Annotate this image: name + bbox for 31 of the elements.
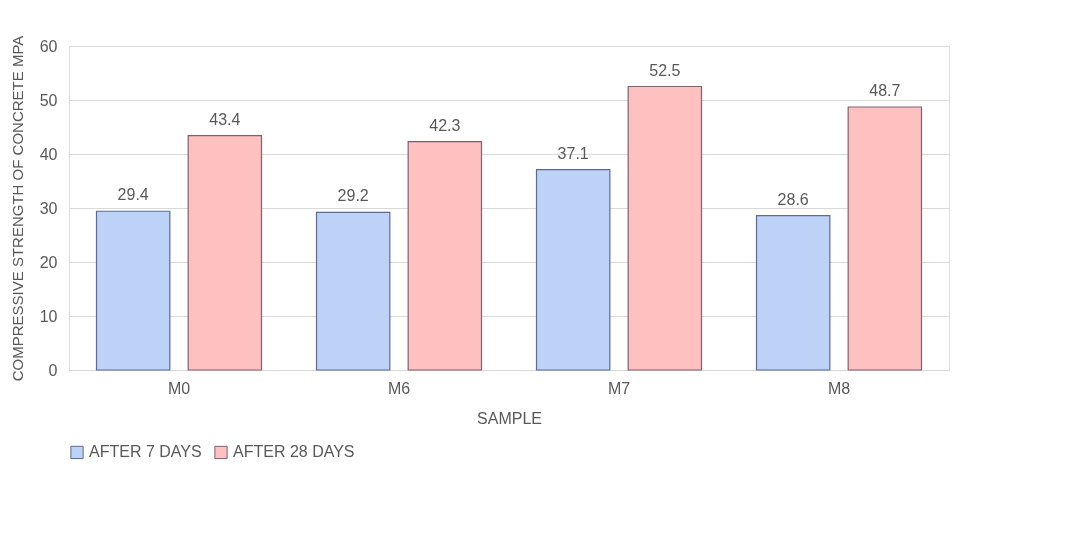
y-tick-label: 0	[48, 361, 58, 379]
data-label: 29.4	[117, 186, 149, 204]
bar	[315, 211, 391, 371]
bar	[407, 140, 483, 371]
y-tick-label: 30	[39, 199, 58, 217]
data-label: 28.6	[777, 190, 809, 208]
data-label: 42.3	[429, 116, 461, 134]
bar	[847, 106, 923, 371]
x-tick-label: M0	[167, 379, 191, 397]
data-label: 48.7	[869, 82, 901, 100]
x-tick-label: M7	[607, 379, 631, 397]
y-tick-label: 20	[39, 253, 58, 271]
y-tick-label: 50	[39, 91, 58, 109]
y-tick-label: 60	[39, 37, 58, 55]
x-axis-title: SAMPLE	[477, 409, 542, 427]
legend-label: AFTER 7 DAYS	[89, 443, 202, 461]
bar	[627, 85, 703, 371]
bar	[535, 169, 611, 371]
data-label: 29.2	[337, 187, 369, 205]
data-label: 52.5	[649, 61, 681, 79]
y-axis-title: COMPRESSIVE STRENGTH OF CONCRETE MPA	[8, 35, 26, 382]
x-tick-label: M8	[827, 379, 851, 397]
y-tick-label: 10	[39, 307, 58, 325]
y-tick-label: 40	[39, 145, 58, 163]
bar	[95, 210, 171, 371]
bar	[755, 214, 831, 371]
bar	[187, 135, 263, 371]
data-label: 37.1	[557, 144, 589, 162]
data-label: 43.4	[209, 110, 241, 128]
legend-label: AFTER 28 DAYS	[233, 443, 355, 461]
x-tick-label: M6	[387, 379, 411, 397]
